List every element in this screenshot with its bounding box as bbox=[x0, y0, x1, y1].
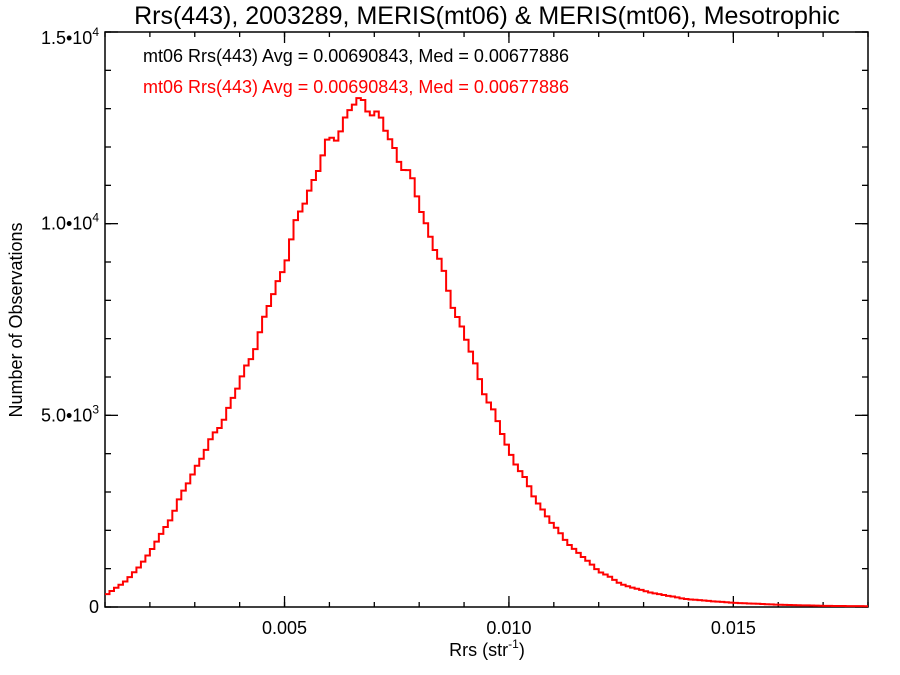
x-axis-label: Rrs (str-1) bbox=[449, 637, 525, 660]
series-group bbox=[105, 97, 868, 608]
chart-title: Rrs(443), 2003289, MERIS(mt06) & MERIS(m… bbox=[134, 2, 840, 30]
x-axis-label-close: ) bbox=[519, 640, 525, 660]
x-tick-label: 0.010 bbox=[486, 618, 531, 638]
y-tick-label: 1.0•104 bbox=[41, 211, 99, 234]
legend-entry-black: mt06 Rrs(443) Avg = 0.00690843, Med = 0.… bbox=[143, 46, 569, 66]
y-axis-label: Number of Observations bbox=[6, 222, 26, 417]
y-tick-exponent: 3 bbox=[92, 402, 99, 416]
y-tick-label: 0 bbox=[89, 597, 99, 617]
y-tick-label: 1.5•104 bbox=[41, 25, 99, 48]
plot-frame bbox=[104, 31, 869, 608]
x-tick-label: 0.005 bbox=[262, 618, 307, 638]
x-axis-label-exponent: -1 bbox=[508, 637, 519, 651]
axis-ticks bbox=[104, 31, 869, 608]
histogram-step-line bbox=[105, 97, 868, 608]
y-tick-labels: 0 5.0•103 1.0•104 1.5•104 bbox=[41, 25, 99, 617]
y-tick-exponent: 4 bbox=[92, 25, 99, 39]
x-tick-labels: 0.005 0.010 0.015 bbox=[262, 618, 756, 638]
y-tick-exponent: 4 bbox=[92, 211, 99, 225]
x-tick-label: 0.015 bbox=[711, 618, 756, 638]
y-tick-label: 5.0•103 bbox=[41, 402, 99, 425]
legend-entry-red: mt06 Rrs(443) Avg = 0.00690843, Med = 0.… bbox=[143, 77, 569, 97]
